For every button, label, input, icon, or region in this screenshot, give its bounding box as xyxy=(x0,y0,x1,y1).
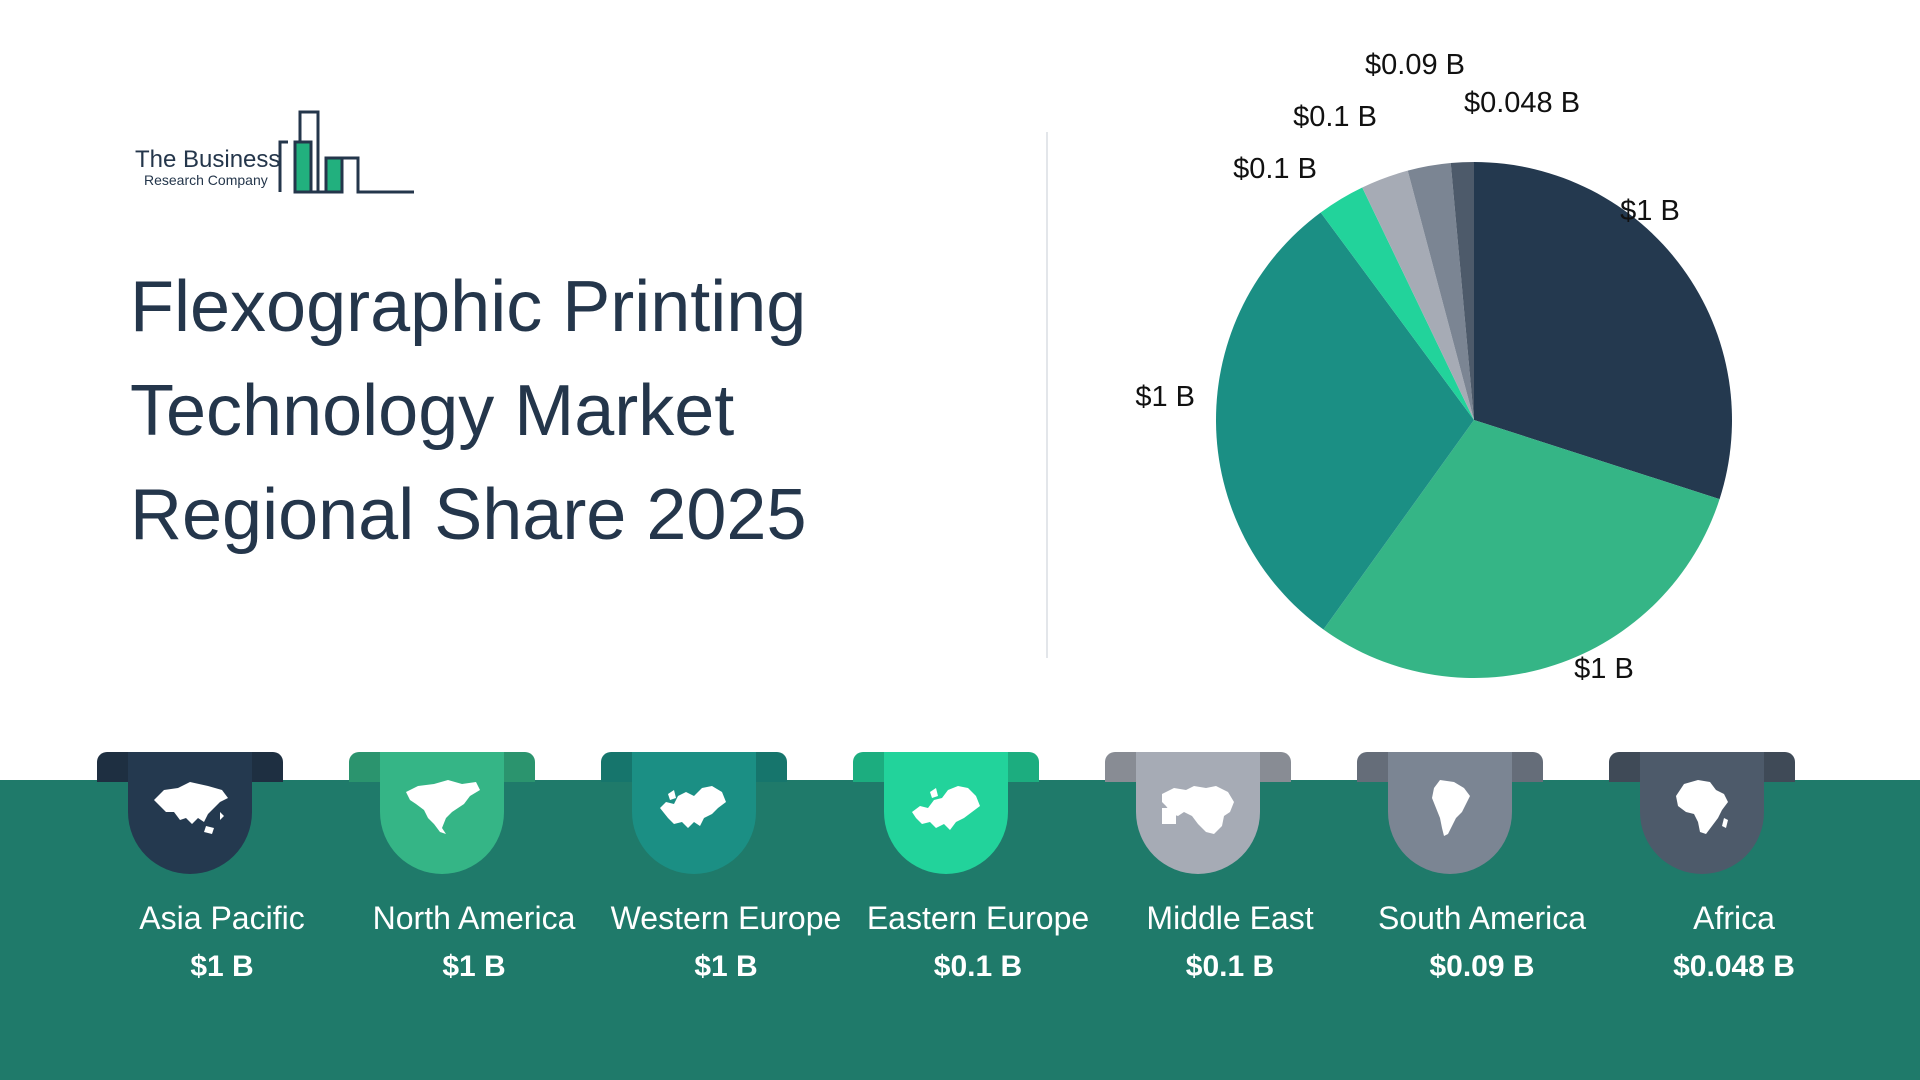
south-america-map-icon xyxy=(1432,780,1470,836)
region-badge xyxy=(1388,752,1512,874)
pie-slice-western-europe xyxy=(1216,212,1474,630)
western-europe-map-icon xyxy=(660,786,726,828)
region-badge xyxy=(1136,752,1260,874)
logo-text-primary: The Business xyxy=(135,146,281,173)
region-value: $0.1 B xyxy=(933,950,1023,983)
region-badge xyxy=(1640,752,1764,874)
logo-buildings-icon xyxy=(278,110,414,194)
region-value: $1 B xyxy=(694,950,758,983)
africa-map-icon xyxy=(1676,780,1728,834)
region-name: Africa xyxy=(1693,900,1775,936)
region-value: $0.09 B xyxy=(1429,950,1535,983)
region-name: Asia Pacific xyxy=(139,900,305,936)
pie-data-label: $0.1 B xyxy=(1293,101,1377,133)
region-badge xyxy=(380,752,504,874)
region-badge xyxy=(128,752,252,874)
title-line-1: Flexographic Printing xyxy=(130,267,807,347)
north-america-map-icon xyxy=(406,780,480,834)
pie-slice-south-america xyxy=(1407,163,1474,420)
region-badge xyxy=(884,752,1008,874)
pie-slice-asia-pacific xyxy=(1474,162,1732,500)
pie-data-label: $1 B xyxy=(1574,653,1634,685)
asia-map-icon xyxy=(154,782,228,834)
region-badge xyxy=(632,752,756,874)
logo-text-secondary: Research Company xyxy=(144,172,268,188)
region-name: South America xyxy=(1377,900,1587,936)
page-title: Flexographic Printing Technology Market … xyxy=(130,255,890,567)
pie-slice-north-america xyxy=(1323,420,1720,678)
region-card-western-europe: Western Europe $1 B xyxy=(601,752,851,1012)
region-card-eastern-europe: Eastern Europe $0.1 B xyxy=(853,752,1103,1012)
region-name: Eastern Europe xyxy=(866,900,1090,936)
region-card-asia-pacific: Asia Pacific $1 B xyxy=(97,752,347,1012)
region-card-south-america: South America $0.09 B xyxy=(1357,752,1607,1012)
region-name: Western Europe xyxy=(610,900,842,936)
pie-data-label: $0.09 B xyxy=(1365,49,1465,81)
region-value: $0.1 B xyxy=(1185,950,1275,983)
region-card-north-america: North America $1 B xyxy=(349,752,599,1012)
region-value: $1 B xyxy=(442,950,506,983)
pie-chart: $1 B $1 B $1 B $0.1 B $0.1 B $0.09 B $0.048 B xyxy=(1135,49,1732,685)
title-line-2: Technology Market xyxy=(130,371,735,451)
region-card-middle-east: Middle East $0.1 B xyxy=(1105,752,1355,1012)
pie-data-label: $1 B xyxy=(1620,195,1680,227)
region-card-africa: Africa $0.048 B xyxy=(1609,752,1859,1012)
region-value: $0.048 B xyxy=(1673,950,1795,983)
region-name: Middle East xyxy=(1146,900,1314,936)
pie-data-label: $0.048 B xyxy=(1464,87,1580,119)
pie-data-label: $0.1 B xyxy=(1233,153,1317,185)
pie-data-label: $1 B xyxy=(1135,381,1195,413)
title-line-3: Regional Share 2025 xyxy=(130,475,807,555)
pie-slice-eastern-europe xyxy=(1320,187,1474,420)
vertical-divider xyxy=(1046,132,1048,658)
middle-east-map-icon xyxy=(1162,786,1234,834)
company-logo: The Business Research Company xyxy=(130,108,430,198)
eastern-europe-map-icon xyxy=(912,786,980,830)
region-value: $1 B xyxy=(190,950,254,983)
region-name: North America xyxy=(372,900,576,936)
pie-slice-africa xyxy=(1450,162,1474,420)
pie-slice-middle-east xyxy=(1362,170,1474,420)
